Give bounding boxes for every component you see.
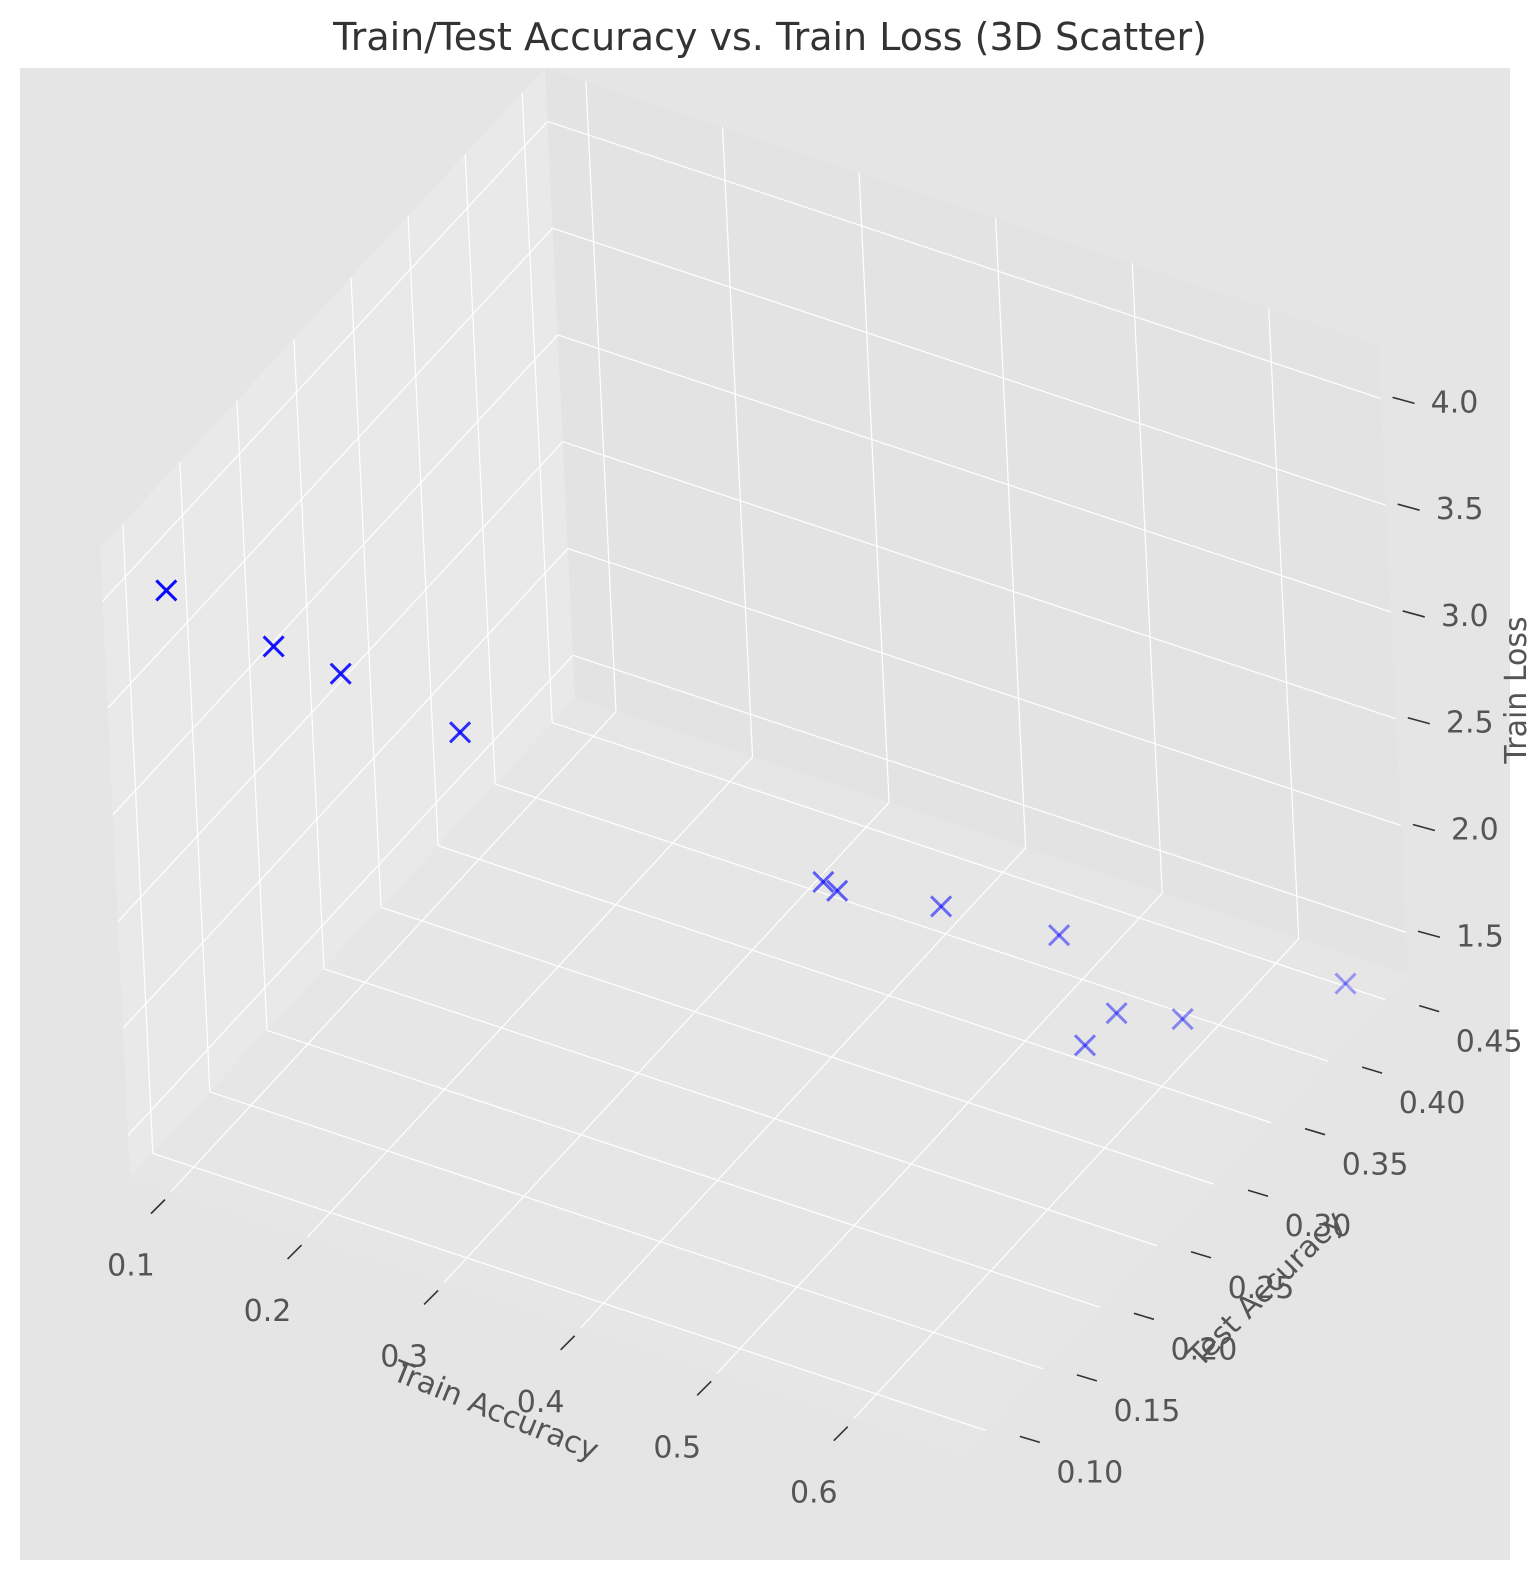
x-tick-label: 0.5 [653,1430,701,1465]
y-tick-label: 0.35 [1342,1148,1409,1183]
z-tick-label: 1.5 [1456,919,1504,954]
y-tick-label: 0.40 [1399,1086,1466,1121]
y-tick-label: 0.45 [1456,1025,1523,1060]
z-tick-label: 4.0 [1431,385,1479,420]
z-tick-label: 3.0 [1441,599,1489,634]
y-tick-label: 0.15 [1114,1394,1181,1429]
z-tick-label: 2.0 [1451,813,1499,848]
x-tick-label: 0.1 [107,1249,155,1284]
x-tick-label: 0.2 [244,1294,292,1329]
chart-title: Train/Test Accuracy vs. Train Loss (3D S… [332,15,1207,59]
y-tick-label: 0.10 [1056,1455,1123,1490]
x-tick-label: 0.6 [790,1476,838,1511]
z-tick-label: 3.5 [1436,492,1484,527]
z-axis-label: Train Loss [1499,616,1534,764]
z-tick-label: 2.5 [1446,706,1494,741]
